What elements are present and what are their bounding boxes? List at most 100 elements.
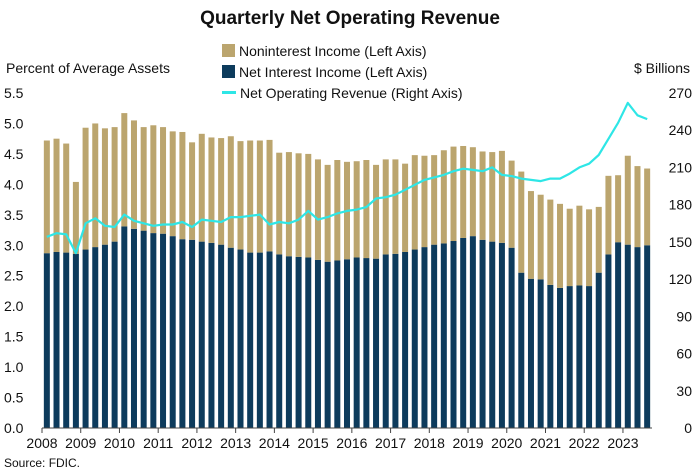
net-interest-bar (63, 252, 70, 428)
left-axis-title: Percent of Average Assets (6, 60, 170, 76)
noninterest-bar (43, 140, 50, 254)
noninterest-bar (634, 166, 641, 248)
noninterest-bar (421, 155, 428, 248)
net-interest-bar (227, 247, 234, 428)
noninterest-bar (160, 127, 167, 234)
net-interest-bar (605, 254, 612, 428)
net-interest-bar (402, 251, 409, 428)
noninterest-bar (479, 151, 486, 240)
net-interest-bar (411, 249, 418, 428)
x-axis-tick-label: 2014 (259, 435, 290, 451)
right-axis-tick-label: 270 (669, 85, 693, 101)
noninterest-bar (179, 131, 186, 240)
net-interest-bar (247, 252, 254, 428)
net-interest-bar (285, 256, 292, 428)
net-interest-bar (450, 241, 457, 428)
left-axis-tick-label: 2.0 (4, 298, 24, 314)
net-interest-bar (198, 241, 205, 428)
x-axis-tick-label: 2017 (375, 435, 406, 451)
noninterest-bar (285, 152, 292, 257)
net-interest-bar (150, 233, 157, 428)
noninterest-bar (218, 138, 225, 245)
left-axis-tick-label: 0.0 (4, 420, 24, 436)
source-note: Source: FDIC. (4, 456, 81, 470)
legend-item-revenue: Net Operating Revenue (Right Axis) (222, 82, 463, 103)
net-interest-bar (615, 242, 622, 428)
noninterest-bar (537, 194, 544, 280)
net-interest-bar (547, 284, 554, 428)
noninterest-bar (518, 171, 525, 273)
x-axis-tick-label: 2018 (414, 435, 445, 451)
net-interest-bar (237, 249, 244, 428)
noninterest-bar (615, 175, 622, 243)
net-interest-bar (373, 258, 380, 428)
noninterest-bar (402, 163, 409, 252)
net-interest-bar (160, 233, 167, 428)
legend-label-noninterest: Noninterest Income (Left Axis) (239, 42, 427, 59)
chart-legend: Noninterest Income (Left Axis) Net Inter… (222, 40, 463, 103)
noninterest-bar (198, 133, 205, 242)
net-interest-bar (469, 236, 476, 428)
net-interest-bar (537, 279, 544, 428)
legend-label-revenue: Net Operating Revenue (Right Axis) (240, 84, 463, 101)
net-interest-bar (343, 259, 351, 428)
net-interest-bar (518, 272, 525, 428)
x-axis-tick-label: 2020 (491, 435, 522, 451)
net-interest-bar (266, 251, 273, 428)
right-axis-tick-label: 180 (669, 197, 693, 213)
x-axis-tick-label: 2009 (65, 435, 96, 451)
net-interest-bar (43, 253, 50, 428)
noninterest-bar (130, 120, 137, 229)
noninterest-bar (53, 138, 60, 252)
right-axis-tick-label: 120 (669, 271, 693, 287)
x-axis-tick-label: 2023 (607, 435, 638, 451)
net-interest-bar (460, 237, 467, 428)
noninterest-bar (644, 168, 651, 246)
noninterest-bar (266, 139, 273, 252)
noninterest-bar (450, 146, 457, 242)
noninterest-bar (382, 159, 389, 255)
net-interest-bar (440, 243, 447, 428)
net-interest-bar (101, 244, 108, 428)
net-interest-bar (382, 254, 389, 428)
net-interest-bar (498, 242, 505, 428)
right-axis-tick-label: 60 (676, 346, 692, 362)
net-interest-bar (576, 285, 583, 428)
right-axis-title: $ Billions (633, 60, 690, 76)
net-interest-bar (53, 251, 60, 428)
right-axis-tick-label: 240 (669, 122, 693, 138)
net-interest-bar (169, 236, 176, 428)
net-interest-bar (324, 261, 331, 428)
noninterest-bar (169, 131, 176, 237)
net-interest-bar (353, 257, 360, 428)
left-axis-tick-label: 3.0 (4, 237, 24, 253)
noninterest-bar (121, 113, 128, 227)
noninterest-bar (82, 127, 89, 250)
net-interest-bar (557, 287, 564, 428)
noninterest-bar (508, 160, 515, 248)
noninterest-bar (547, 199, 554, 285)
noninterest-bar (150, 125, 157, 234)
net-interest-bar (256, 252, 263, 428)
net-interest-bar (208, 242, 215, 428)
left-axis-tick-label: 0.5 (4, 390, 24, 406)
noninterest-bar (237, 141, 244, 250)
x-axis-tick-label: 2015 (298, 435, 329, 451)
right-axis-tick-label: 0 (684, 420, 692, 436)
noninterest-bar (605, 175, 612, 255)
x-axis-tick-label: 2022 (569, 435, 600, 451)
noninterest-bar (72, 181, 79, 254)
noninterest-bar (140, 127, 147, 231)
legend-item-net-interest: Net Interest Income (Left Axis) (222, 61, 463, 82)
net-interest-bar (179, 239, 186, 428)
net-interest-bar (508, 247, 515, 428)
x-axis-tick-label: 2012 (181, 435, 212, 451)
noninterest-bar (314, 159, 321, 260)
net-interest-bar (82, 249, 89, 428)
noninterest-bar (111, 127, 118, 242)
left-axis-tick-label: 5.0 (4, 115, 24, 131)
net-interest-bar (130, 228, 137, 428)
left-axis-tick-label: 5.5 (4, 85, 24, 101)
noninterest-bar (227, 136, 234, 248)
